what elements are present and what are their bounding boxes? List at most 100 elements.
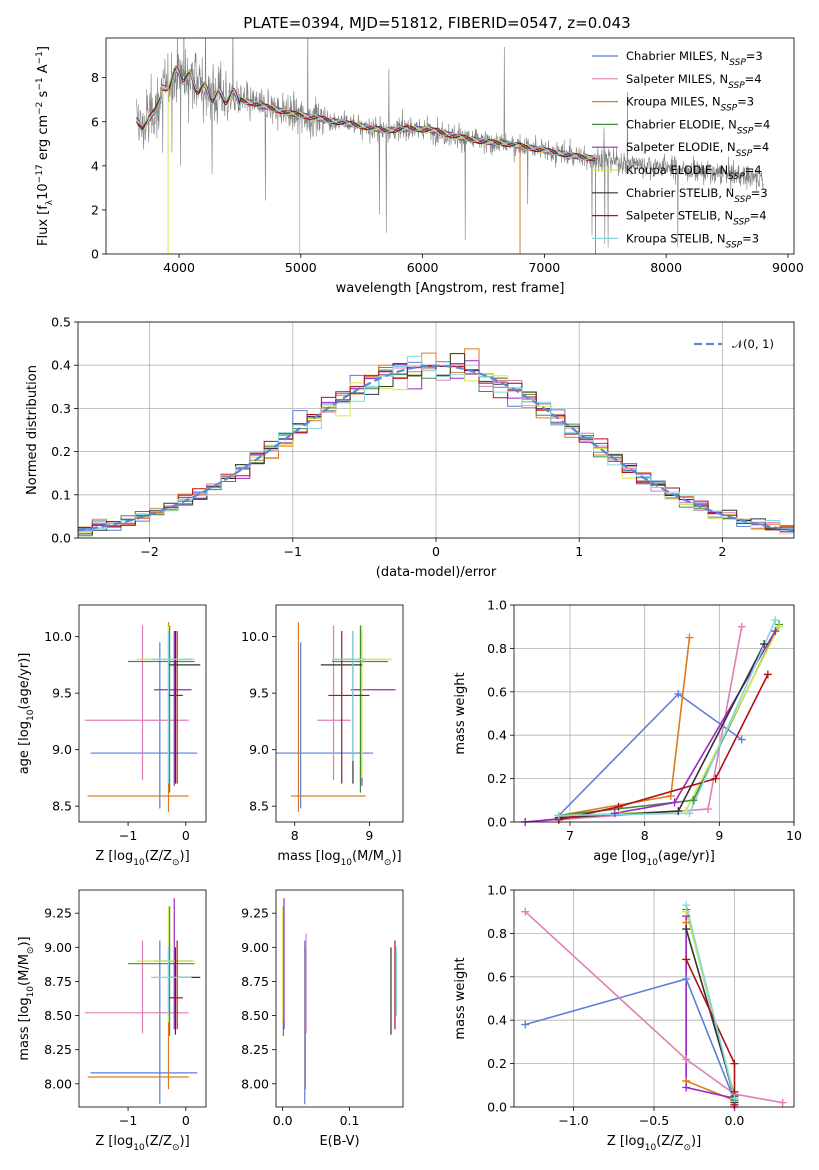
legend-label-salpeter_stelib: Salpeter STELIB, NSSP=4 bbox=[626, 209, 767, 228]
residuals-xtick-label: −2 bbox=[140, 544, 158, 559]
model-spectrum-kroupa_stelib bbox=[136, 66, 596, 161]
z_age-ytick-label: 9.5 bbox=[52, 686, 72, 701]
z_age-ytick-label: 8.5 bbox=[52, 799, 72, 814]
legend-label-salpeter_miles: Salpeter MILES, NSSP=4 bbox=[626, 72, 762, 91]
z_age-ytick-label: 10.0 bbox=[44, 629, 72, 644]
residuals-xlabel: (data-model)/error bbox=[376, 565, 497, 580]
residuals-frame bbox=[77, 321, 795, 539]
age_weight-xtick-label: 10 bbox=[786, 828, 802, 843]
spectrum-frame bbox=[105, 37, 795, 255]
residuals-xtick-label: 2 bbox=[718, 544, 726, 559]
mass_age-ytick-label: 10.0 bbox=[241, 629, 269, 644]
weight-marker-salpeter_miles bbox=[737, 622, 746, 631]
weight-marker-salpeter_elodie bbox=[771, 627, 780, 636]
mass_age-panel: 8 9 8.5 9.0 9.5 10.0 mass [log10(M/M⊙)] bbox=[241, 604, 404, 868]
weight-marker-salpeter_elodie bbox=[682, 1083, 691, 1092]
residuals-xtick-label: 1 bbox=[575, 544, 583, 559]
z_weight-xtick-label: −0.5 bbox=[639, 1113, 669, 1128]
z_weight-panel: −1.0 −0.5 0.0 0.0 0.2 0.4 0.6 0.8 1.0 Z [log10(Z/… bbox=[453, 883, 795, 1153]
weight-marker-salpeter_miles bbox=[682, 1055, 691, 1064]
spectrum-ytick-label: 8 bbox=[91, 70, 99, 85]
weight-marker-salpeter_stelib bbox=[614, 802, 623, 811]
residuals-ytick-label: 0.2 bbox=[51, 444, 71, 459]
ebv_mass-ytick-label: 8.00 bbox=[241, 1076, 269, 1091]
age_weight-frame bbox=[513, 604, 795, 823]
spectrum-xtick-label: 4000 bbox=[163, 260, 195, 275]
age_weight-panel: 7 8 9 10 0.0 0.2 0.4 0.6 0.8 1.0 age [log10(age/yr… bbox=[453, 598, 802, 869]
age_weight-xtick-label: 7 bbox=[566, 828, 574, 843]
residuals-xtick-label: 0 bbox=[432, 544, 440, 559]
weight-marker-salpeter_miles bbox=[521, 907, 530, 916]
weight-marker-kroupa_stelib bbox=[554, 811, 563, 820]
ebv_mass-panel: 0.0 0.1 8.00 8.25 8.50 8.75 9.00 9.25 E(B-V) bbox=[241, 889, 404, 1149]
z_weight-ytick-label: 0.6 bbox=[487, 969, 507, 984]
mass_age-xtick-label: 8 bbox=[291, 828, 299, 843]
z_weight-ytick-label: 0.0 bbox=[487, 1100, 507, 1115]
z_age-panel: −1 0 8.5 9.0 9.5 10.0 Z [log10(Z/Z⊙)] age [log1… bbox=[17, 604, 207, 868]
ebv_mass-ytick-label: 9.25 bbox=[241, 906, 269, 921]
weight-marker-kroupa_miles bbox=[685, 633, 694, 642]
z_mass-xlabel: Z [log10(Z/Z⊙)] bbox=[95, 1134, 189, 1153]
z_mass-xtick-label: 0 bbox=[182, 1113, 190, 1128]
weight-marker-chabrier_miles bbox=[674, 689, 683, 698]
z_weight-ytick-label: 0.2 bbox=[487, 1056, 507, 1071]
z_age-ylabel: age [log10(age/yr)] bbox=[17, 653, 36, 775]
weight-marker-kroupa_elodie bbox=[775, 622, 784, 631]
z_mass-ytick-label: 8.50 bbox=[44, 1008, 72, 1023]
legend-label-chabrier_stelib: Chabrier STELIB, NSSP=3 bbox=[626, 186, 768, 205]
spectrum-xtick-label: 6000 bbox=[407, 260, 439, 275]
age_weight-xtick-label: 8 bbox=[641, 828, 649, 843]
z_mass-panel: −1 0 8.00 8.25 8.50 8.75 9.00 9.25 Z [log10(Z/Z⊙… bbox=[17, 889, 207, 1153]
z_weight-ytick-label: 0.8 bbox=[487, 926, 507, 941]
spectrum-ytick-label: 0 bbox=[91, 247, 99, 262]
spectrum-plot-area bbox=[135, 38, 764, 254]
spectrum-panel: 4000 5000 6000 7000 8000 9000 0 2 4 6 8 wavelength … bbox=[35, 37, 804, 296]
mass_age-xtick-label: 9 bbox=[365, 828, 373, 843]
spectrum-xtick-label: 9000 bbox=[772, 260, 804, 275]
weight-line-salpeter_miles bbox=[524, 911, 783, 1104]
z_mass-ytick-label: 9.25 bbox=[44, 906, 72, 921]
legend-label-kroupa_stelib: Kroupa STELIB, NSSP=3 bbox=[626, 231, 759, 250]
residuals-plot-area bbox=[78, 348, 794, 537]
age_weight-ytick-label: 1.0 bbox=[487, 598, 507, 613]
spectrum-xtick-label: 8000 bbox=[650, 260, 682, 275]
z_mass-ytick-label: 8.25 bbox=[44, 1042, 72, 1057]
weight-marker-kroupa_stelib bbox=[771, 616, 780, 625]
legend-label-chabrier_elodie: Chabrier ELODIE, NSSP=4 bbox=[626, 117, 770, 136]
z_mass-ylabel: mass [log10(M/M⊙)] bbox=[17, 936, 36, 1060]
residuals-ylabel: Normed distribution bbox=[25, 365, 40, 495]
spectrum-ytick-label: 4 bbox=[91, 158, 99, 173]
spectrum-legend: Chabrier MILES, NSSP=3 Salpeter MILES, NS… bbox=[592, 49, 770, 250]
z_weight-xtick-label: −1.0 bbox=[558, 1113, 588, 1128]
z_mass-ytick-label: 8.00 bbox=[44, 1076, 72, 1091]
spectrum-ylabel: Flux [fλ10−17 erg cm−2 s−1 A−1] bbox=[35, 46, 55, 246]
ebv_mass-xtick-label: 0.1 bbox=[340, 1113, 360, 1128]
residuals-ytick-label: 0.0 bbox=[51, 531, 71, 546]
z_mass-xtick-label: −1 bbox=[119, 1113, 137, 1128]
age_weight-ytick-label: 0.2 bbox=[487, 771, 507, 786]
z_mass-ytick-label: 9.00 bbox=[44, 940, 72, 955]
weight-marker-chabrier_elodie bbox=[689, 796, 698, 805]
weight-marker-salpeter_stelib bbox=[730, 1059, 739, 1068]
z_weight-xlabel: Z [log10(Z/Z⊙)] bbox=[607, 1134, 701, 1153]
weight-marker-salpeter_miles bbox=[778, 1098, 787, 1107]
z_weight-ytick-label: 0.4 bbox=[487, 1013, 507, 1028]
ebv_mass-xlabel: E(B-V) bbox=[319, 1134, 359, 1149]
residuals-ytick-label: 0.4 bbox=[51, 358, 71, 373]
weight-marker-chabrier_stelib bbox=[674, 807, 683, 816]
weight-marker-chabrier_stelib bbox=[760, 640, 769, 649]
legend-label-chabrier_miles: Chabrier MILES, NSSP=3 bbox=[626, 49, 763, 68]
weight-marker-kroupa_stelib bbox=[685, 809, 694, 818]
z_mass-plot-area bbox=[84, 898, 201, 1105]
age_weight-ytick-label: 0.6 bbox=[487, 684, 507, 699]
age_weight-xtick-label: 9 bbox=[715, 828, 723, 843]
weight-marker-kroupa_stelib bbox=[730, 1094, 739, 1103]
ebv_mass-ytick-label: 8.50 bbox=[241, 1008, 269, 1023]
weight-line-salpeter_stelib bbox=[558, 674, 769, 821]
ebv_mass-plot-area bbox=[282, 898, 397, 1105]
residuals-ytick-label: 0.1 bbox=[51, 487, 71, 502]
legend-label-kroupa_miles: Kroupa MILES, NSSP=3 bbox=[626, 95, 754, 114]
z_mass-ytick-label: 8.75 bbox=[44, 974, 72, 989]
ebv_mass-ytick-label: 8.75 bbox=[241, 974, 269, 989]
